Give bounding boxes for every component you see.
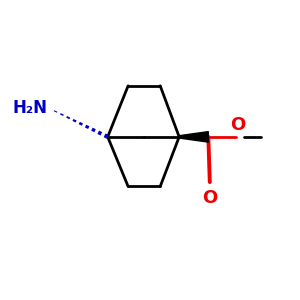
Polygon shape (179, 132, 208, 142)
Text: O: O (202, 189, 218, 207)
Text: O: O (230, 116, 245, 134)
Text: H₂N: H₂N (13, 99, 48, 117)
